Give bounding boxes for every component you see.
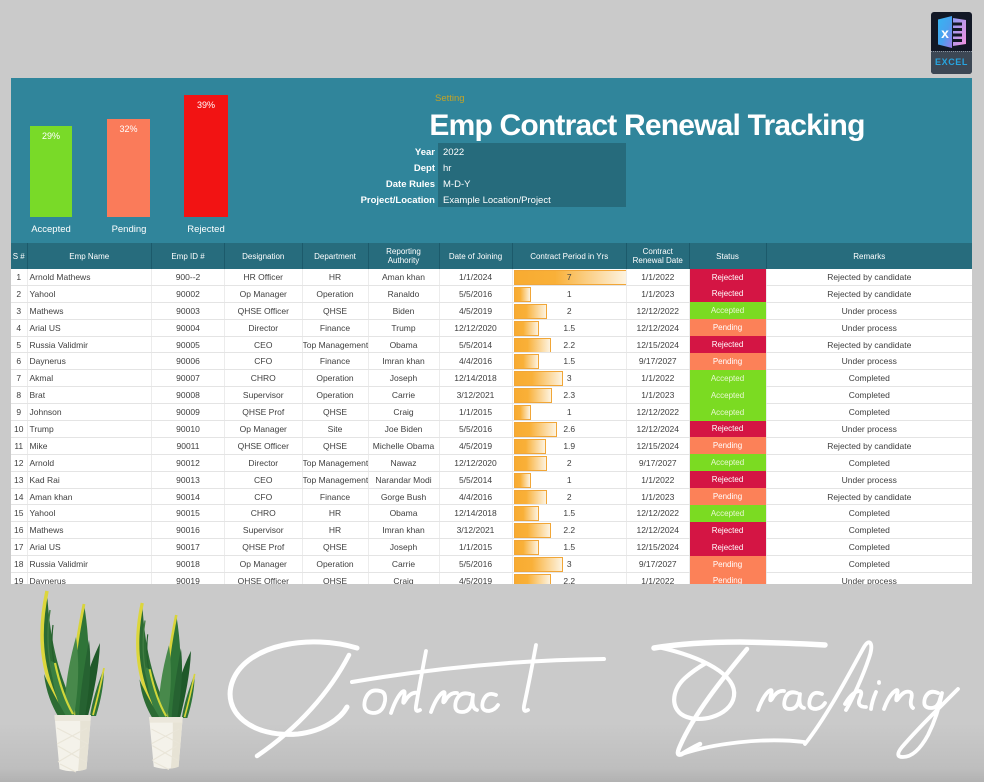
svg-text:x: x [941, 25, 949, 41]
